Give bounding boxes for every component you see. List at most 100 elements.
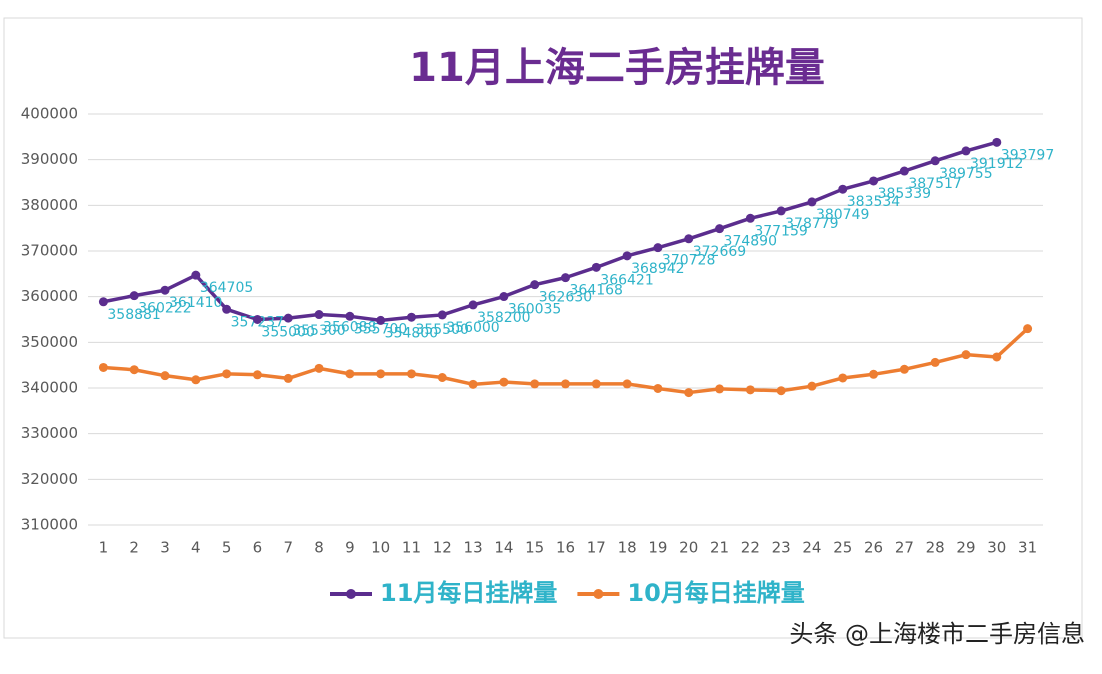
point — [129, 365, 139, 375]
x-tick-label: 1 — [99, 539, 109, 557]
data-label: 385339 — [878, 186, 931, 202]
data-label: 356000 — [446, 320, 499, 336]
point — [530, 379, 540, 389]
point — [807, 197, 817, 207]
x-tick-label: 24 — [802, 539, 821, 557]
x-tick-label: 11 — [402, 539, 421, 557]
x-tick-label: 13 — [464, 539, 483, 557]
x-tick-label: 4 — [191, 539, 201, 557]
data-label: 354800 — [385, 325, 438, 341]
x-tick-label: 10 — [371, 539, 390, 557]
data-label: 387517 — [908, 176, 961, 192]
point — [561, 379, 570, 389]
x-tick-label: 6 — [253, 539, 263, 557]
x-tick-label: 14 — [494, 539, 513, 557]
data-label: 377159 — [754, 223, 807, 239]
point — [345, 311, 355, 321]
x-tick-label: 8 — [314, 539, 324, 557]
x-tick-label: 17 — [587, 539, 606, 557]
point — [869, 176, 879, 186]
chart-frame — [3, 17, 1083, 639]
point — [437, 310, 447, 320]
data-label: 362630 — [539, 290, 592, 306]
data-label: 368942 — [631, 261, 684, 277]
data-label: 378779 — [785, 216, 838, 232]
series-line — [103, 140, 998, 323]
x-tick-label: 20 — [679, 539, 698, 557]
data-label: 366421 — [600, 272, 653, 288]
point — [283, 373, 293, 383]
point — [899, 364, 909, 374]
x-tick-label: 29 — [956, 539, 975, 557]
point — [684, 388, 694, 398]
point — [98, 362, 108, 372]
point — [406, 369, 416, 379]
point — [252, 315, 262, 324]
data-label: 372669 — [693, 244, 746, 260]
point — [591, 262, 601, 272]
x-tick-label: 21 — [710, 539, 729, 557]
x-tick-label: 23 — [772, 539, 791, 557]
data-label: 355700 — [354, 321, 407, 337]
point — [129, 291, 139, 301]
point — [591, 379, 601, 389]
point — [745, 213, 755, 223]
point — [745, 385, 755, 395]
y-tick-label: 400000 — [21, 105, 78, 123]
data-label: 364705 — [200, 280, 253, 296]
x-tick-label: 9 — [345, 539, 355, 557]
point — [992, 352, 1002, 362]
point — [406, 312, 416, 322]
point — [222, 369, 232, 379]
point — [807, 381, 817, 391]
legend-marker — [593, 589, 604, 599]
x-tick-label: 31 — [1018, 539, 1037, 557]
point — [961, 350, 971, 360]
point — [499, 377, 509, 387]
x-tick-label: 15 — [525, 539, 544, 557]
point — [468, 379, 478, 389]
point — [776, 386, 786, 396]
x-tick-label: 12 — [433, 539, 452, 557]
x-tick-label: 3 — [160, 539, 170, 557]
point — [252, 370, 262, 380]
x-tick-label: 2 — [129, 539, 139, 557]
point — [160, 371, 170, 381]
data-label: 389755 — [939, 166, 992, 182]
x-tick-label: 30 — [987, 539, 1006, 557]
point — [869, 369, 879, 379]
data-label: 356088 — [323, 320, 376, 336]
point — [776, 206, 786, 216]
point — [930, 357, 940, 367]
point — [314, 363, 324, 373]
data-label: 355000 — [261, 325, 314, 341]
x-tick-label: 27 — [895, 539, 914, 557]
point — [283, 313, 293, 323]
legend-label: 10月每日挂牌量 — [627, 579, 804, 607]
x-tick-label: 28 — [926, 539, 945, 557]
data-label: 380749 — [816, 207, 869, 223]
point — [222, 304, 232, 314]
x-tick-label: 22 — [741, 539, 760, 557]
point — [899, 166, 909, 176]
y-tick-label: 350000 — [21, 333, 78, 351]
y-tick-label: 370000 — [21, 242, 78, 260]
legend-label: 11月每日挂牌量 — [380, 579, 557, 607]
point — [376, 315, 386, 325]
point — [530, 280, 540, 290]
point — [345, 369, 355, 379]
data-label: 355500 — [415, 322, 468, 338]
data-label: 364168 — [570, 283, 623, 299]
watermark: 头条 @上海楼市二手房信息 — [789, 620, 1085, 648]
point — [838, 373, 848, 383]
point — [160, 285, 170, 295]
point — [191, 375, 201, 385]
point — [961, 146, 971, 156]
point — [992, 137, 1002, 147]
x-tick-label: 5 — [222, 539, 232, 557]
data-label: 383534 — [847, 194, 901, 210]
point — [314, 310, 324, 320]
data-label: 393797 — [1001, 147, 1054, 163]
point — [499, 292, 509, 302]
data-label: 358881 — [107, 307, 160, 323]
